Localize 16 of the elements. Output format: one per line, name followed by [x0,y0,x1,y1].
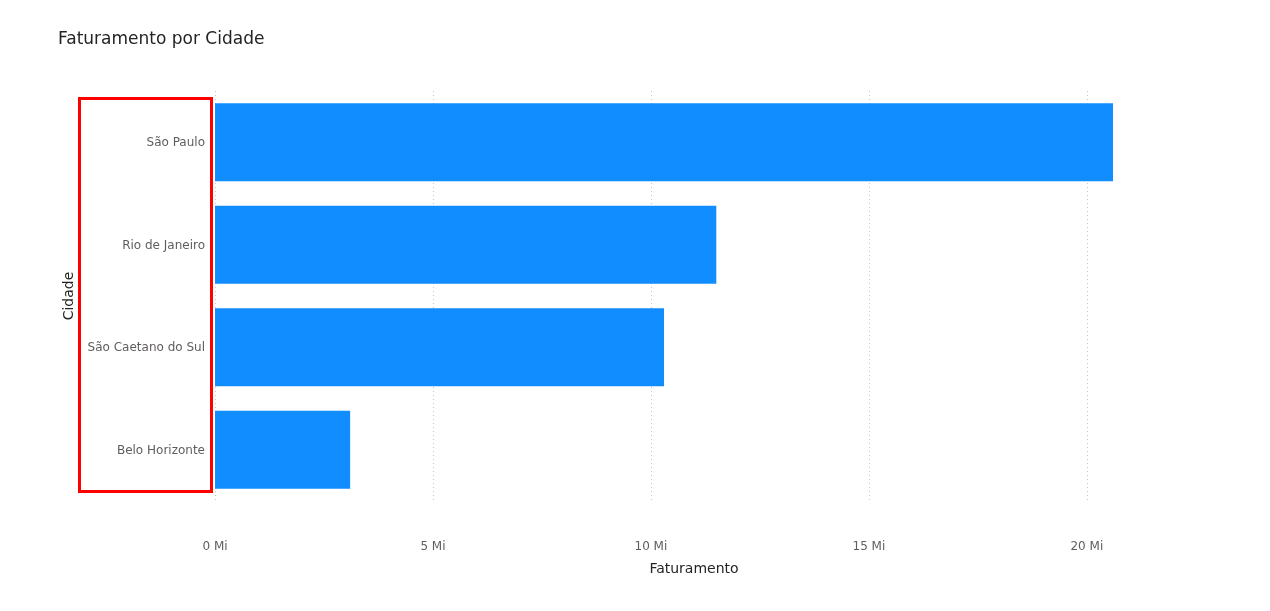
y-tick-label: São Paulo [146,135,205,150]
y-axis-title: Cidade [60,271,76,321]
y-tick-label: São Caetano do Sul [87,340,205,355]
x-tick-label: 15 Mi [852,539,886,553]
x-axis-title: Faturamento [649,560,739,576]
bar [215,308,664,387]
y-tick-label: Belo Horizonte [116,442,205,457]
chart-title: Faturamento por Cidade [58,27,265,48]
x-tick-label: 10 Mi [634,539,668,553]
bar [215,103,1113,182]
bar [215,410,351,489]
x-tick-label: 5 Mi [420,539,446,553]
x-tick-label: 20 Mi [1070,539,1104,553]
y-tick-label: Rio de Janeiro [122,237,205,252]
x-tick-label: 0 Mi [202,539,228,553]
bar [215,205,717,284]
